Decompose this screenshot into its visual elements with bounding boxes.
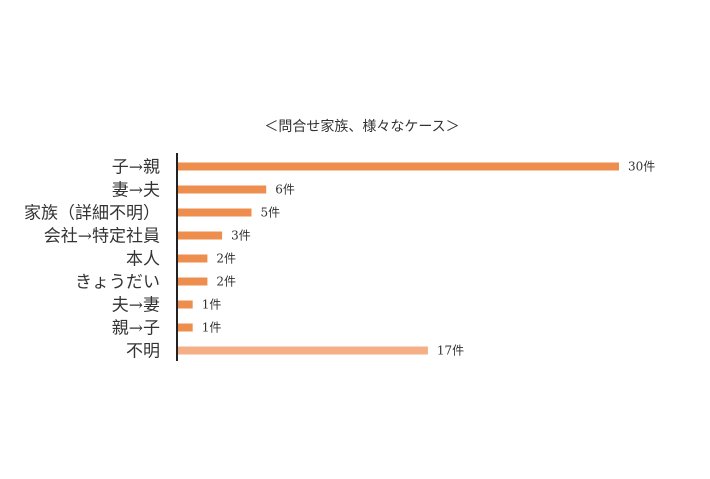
category-label: 家族（詳細不明）	[24, 204, 160, 224]
category-label: 妻→夫	[112, 181, 160, 201]
bar	[178, 185, 267, 194]
data-label: 6件	[275, 183, 295, 197]
category-label: 子→親	[112, 158, 160, 178]
data-label: 1件	[202, 298, 222, 312]
data-label: 2件	[216, 252, 236, 266]
bar	[178, 277, 208, 286]
data-label: 2件	[216, 275, 236, 289]
category-label: きょうだい	[75, 273, 160, 293]
bar	[178, 231, 223, 240]
data-label: 1件	[202, 321, 222, 335]
bar	[178, 300, 193, 309]
category-label: 親→子	[112, 319, 160, 339]
bar	[178, 208, 252, 217]
category-label: 夫→妻	[112, 296, 160, 316]
category-label: 不明	[126, 342, 160, 362]
data-label: 3件	[231, 229, 251, 243]
data-label: 17件	[437, 344, 464, 358]
data-label: 30件	[628, 160, 655, 174]
value-labels: 30件 6件 5件 3件 2件 2件 1件 1件 17件	[202, 160, 656, 358]
category-label: 本人	[126, 250, 160, 270]
bar	[178, 254, 208, 263]
data-label: 5件	[261, 206, 281, 220]
category-label: 会社→特定社員	[44, 227, 160, 247]
bars-layer	[178, 162, 619, 355]
bar	[178, 162, 619, 171]
chart-title: ＜問合せ家族、様々なケース＞	[264, 118, 459, 135]
bar	[178, 346, 428, 355]
bar	[178, 323, 193, 332]
